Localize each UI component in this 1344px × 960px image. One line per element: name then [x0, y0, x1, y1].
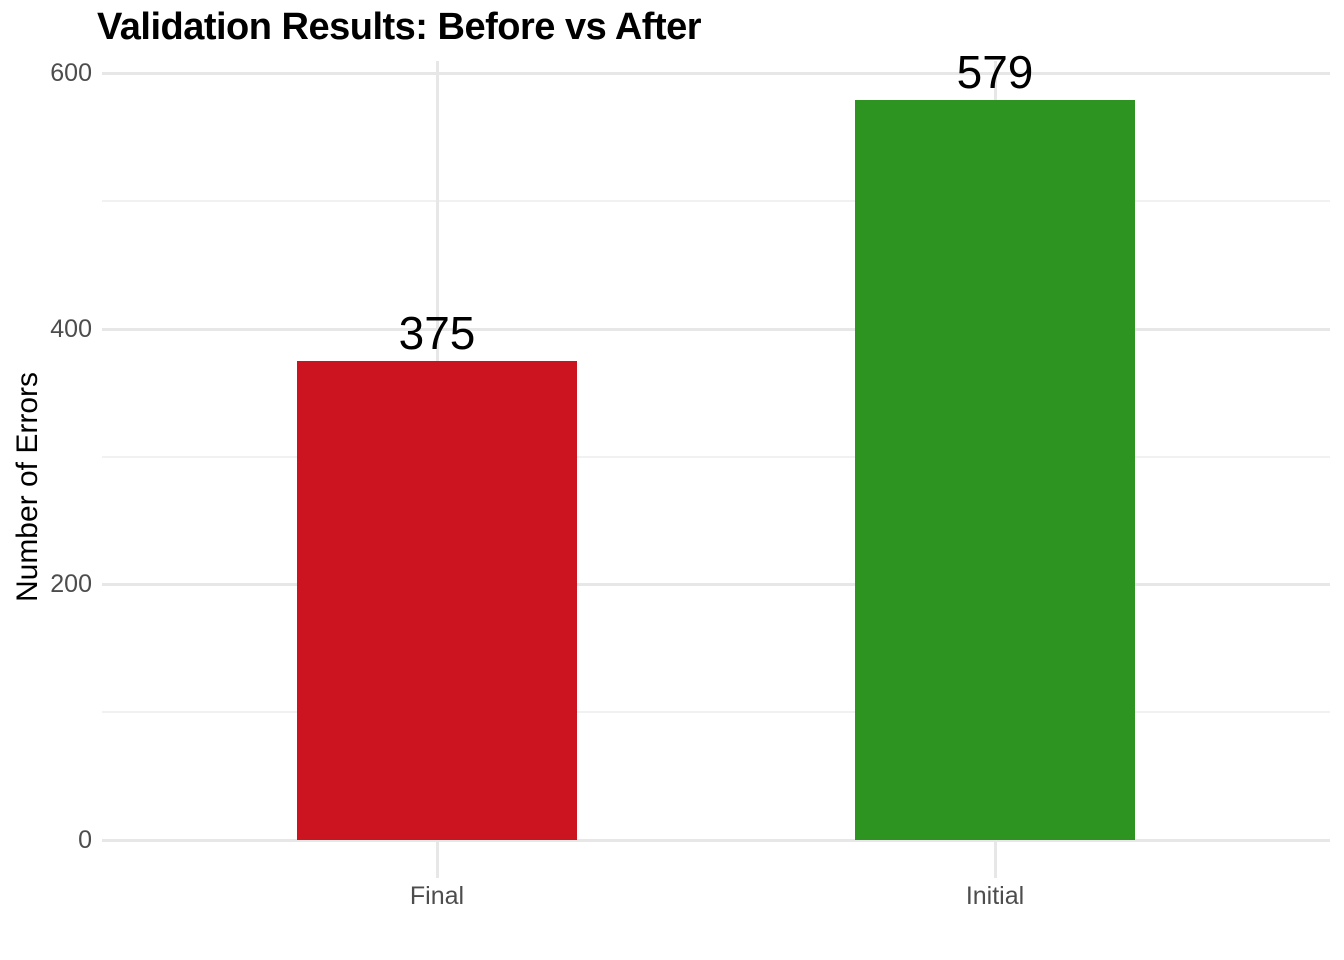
gridline-y-200 — [102, 583, 1330, 586]
gridline-y-500-minor — [102, 200, 1330, 202]
x-tick-label-initial: Initial — [965, 882, 1025, 910]
x-tick-label-final: Final — [409, 882, 465, 910]
bar-final — [297, 360, 577, 840]
bar-initial — [855, 99, 1135, 840]
gridline-y-0 — [102, 839, 1330, 842]
gridline-y-300-minor — [102, 456, 1330, 458]
y-tick-label-200: 200 — [50, 570, 92, 598]
y-tick-label-400: 400 — [50, 315, 92, 343]
value-label-final: 375 — [398, 307, 476, 359]
y-tick-label-600: 600 — [50, 59, 92, 87]
gridline-y-100-minor — [102, 711, 1330, 713]
chart-title: Validation Results: Before vs After — [97, 6, 702, 48]
plot-panel: 375 579 — [102, 55, 1330, 878]
value-label-initial: 579 — [956, 55, 1034, 99]
y-tick-label-0: 0 — [78, 826, 92, 854]
gridline-y-600 — [102, 72, 1330, 75]
gridline-y-400 — [102, 328, 1330, 331]
